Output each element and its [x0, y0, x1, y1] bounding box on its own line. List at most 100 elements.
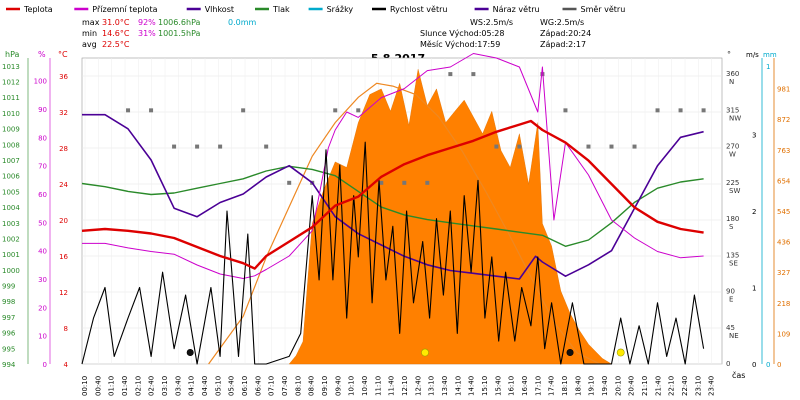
- temp-tick-label: 36: [59, 73, 68, 81]
- pct-tick-label: 80: [38, 134, 47, 142]
- moon-marker: [186, 349, 194, 357]
- ms-axis-label: m/s: [746, 51, 759, 59]
- legend-label-feels: Přízemní teplota: [92, 5, 157, 14]
- x-tick-label: 05:40: [228, 376, 236, 396]
- solar-tick-label: 872: [777, 116, 790, 124]
- x-tick-label: 04:10: [188, 376, 196, 396]
- stat-max-temp: 31.0°C: [102, 18, 130, 27]
- x-tick-label: 09:10: [321, 376, 329, 396]
- direction-compass-label: E: [729, 296, 733, 304]
- x-tick-label: 05:10: [214, 376, 222, 396]
- x-tick-label: 21:10: [641, 376, 649, 396]
- direction-compass-label: NW: [729, 114, 741, 122]
- temp-tick-label: 20: [59, 217, 68, 225]
- wind-direction-point: [402, 180, 407, 185]
- hpa-tick-label: 1011: [2, 94, 20, 102]
- wind-speed-tick-label: 0: [752, 361, 756, 369]
- direction-degree-label: 315: [726, 106, 739, 114]
- legend-label-precip: Srážky: [327, 5, 354, 14]
- x-tick-label: 22:40: [681, 376, 689, 396]
- direction-compass-label: N: [729, 78, 734, 86]
- plot-area: [81, 53, 723, 365]
- mm-axis-label: mm: [763, 51, 777, 59]
- hpa-tick-label: 995: [2, 345, 15, 353]
- sun-marker: [421, 348, 429, 357]
- stat-sunrise: Slunce Východ:05:28: [420, 29, 505, 38]
- direction-degree-label: 360: [726, 70, 739, 78]
- stats-block: max 31.0°C 92% 1006.6hPa 0.0mm min 14.6°…: [82, 18, 591, 49]
- wind-direction-point: [149, 108, 154, 113]
- stat-max-press: 1006.6hPa: [158, 18, 201, 27]
- hpa-tick-label: 994: [2, 361, 16, 369]
- temp-tick-label: 8: [64, 325, 68, 333]
- x-tick-label: 14:10: [454, 376, 462, 396]
- direction-compass-label: S: [729, 223, 734, 231]
- x-tick-label: 07:10: [268, 376, 276, 396]
- legend-label-winddir: Směr větru: [581, 5, 626, 14]
- x-tick-label: 18:10: [561, 376, 569, 396]
- pct-axis-label: %: [38, 50, 46, 59]
- hpa-tick-label: 1010: [2, 110, 20, 118]
- wind-direction-point: [425, 180, 430, 185]
- hpa-tick-label: 1001: [2, 251, 20, 259]
- wind-direction-point: [126, 108, 131, 113]
- x-tick-label: 06:40: [254, 376, 262, 396]
- x-tick-label: 15:10: [481, 376, 489, 396]
- wind-direction-point: [586, 144, 591, 149]
- hpa-tick-label: 1007: [2, 157, 20, 165]
- stat-avg-label: avg: [82, 40, 97, 49]
- x-tick-label: 11:40: [388, 376, 396, 396]
- pct-tick-label: 30: [38, 276, 47, 284]
- pct-tick-label: 50: [38, 219, 47, 227]
- wind-speed-tick-label: 1: [752, 285, 756, 293]
- rain-tick-label: 0: [766, 361, 770, 369]
- pct-tick-label: 0: [43, 361, 47, 369]
- x-tick-label: 23:10: [694, 376, 702, 396]
- wind-direction-point: [264, 144, 269, 149]
- direction-degree-label: 0: [726, 360, 730, 368]
- solar-tick-label: 0: [777, 361, 781, 369]
- temp-axis-label: °C: [58, 50, 68, 59]
- rain-tick-label: 1: [766, 63, 770, 71]
- wind-direction-point: [241, 108, 246, 113]
- x-tick-label: 09:40: [334, 376, 342, 396]
- hpa-tick-label: 1000: [2, 267, 20, 275]
- direction-degree-label: 135: [726, 251, 739, 259]
- hpa-tick-label: 998: [2, 298, 15, 306]
- pct-tick-label: 90: [38, 106, 47, 114]
- wind-direction-point: [218, 144, 223, 149]
- hpa-axis-label: hPa: [5, 50, 20, 59]
- stat-max-label: max: [82, 18, 100, 27]
- legend-label-gust: Náraz větru: [493, 5, 540, 14]
- stat-sunset: Západ:20:24: [540, 29, 591, 38]
- wind-direction-point: [517, 144, 522, 149]
- x-tick-label: 02:40: [148, 376, 156, 396]
- solar-tick-label: 763: [777, 147, 790, 155]
- pct-tick-label: 70: [38, 163, 47, 171]
- x-tick-label: 20:40: [628, 376, 636, 396]
- moon-marker: [566, 349, 574, 357]
- pct-tick-label: 10: [38, 333, 47, 341]
- solar-tick-label: 981: [777, 86, 790, 94]
- hpa-tick-label: 999: [2, 283, 15, 291]
- x-tick-label: 08:10: [294, 376, 302, 396]
- x-tick-label: 01:40: [121, 376, 129, 396]
- temp-tick-label: 28: [59, 145, 68, 153]
- wind-direction-point: [540, 72, 545, 77]
- x-tick-label: 17:40: [548, 376, 556, 396]
- hpa-tick-label: 1003: [2, 220, 20, 228]
- hpa-tick-label: 996: [2, 330, 16, 338]
- direction-compass-label: W: [729, 151, 736, 159]
- legend-label-pressure: Tlak: [272, 5, 290, 14]
- hpa-tick-label: 1013: [2, 63, 20, 71]
- temp-tick-label: 4: [64, 361, 69, 369]
- wind-speed-tick-label: 2: [752, 208, 756, 216]
- stat-min-hum: 31%: [138, 29, 156, 38]
- wind-direction-point: [632, 144, 637, 149]
- stat-avg-temp: 22.5°C: [102, 40, 130, 49]
- x-tick-label: 13:10: [428, 376, 436, 396]
- wind-direction-point: [448, 72, 453, 77]
- solar-tick-label: 327: [777, 269, 790, 277]
- solar-tick-label: 436: [777, 239, 791, 247]
